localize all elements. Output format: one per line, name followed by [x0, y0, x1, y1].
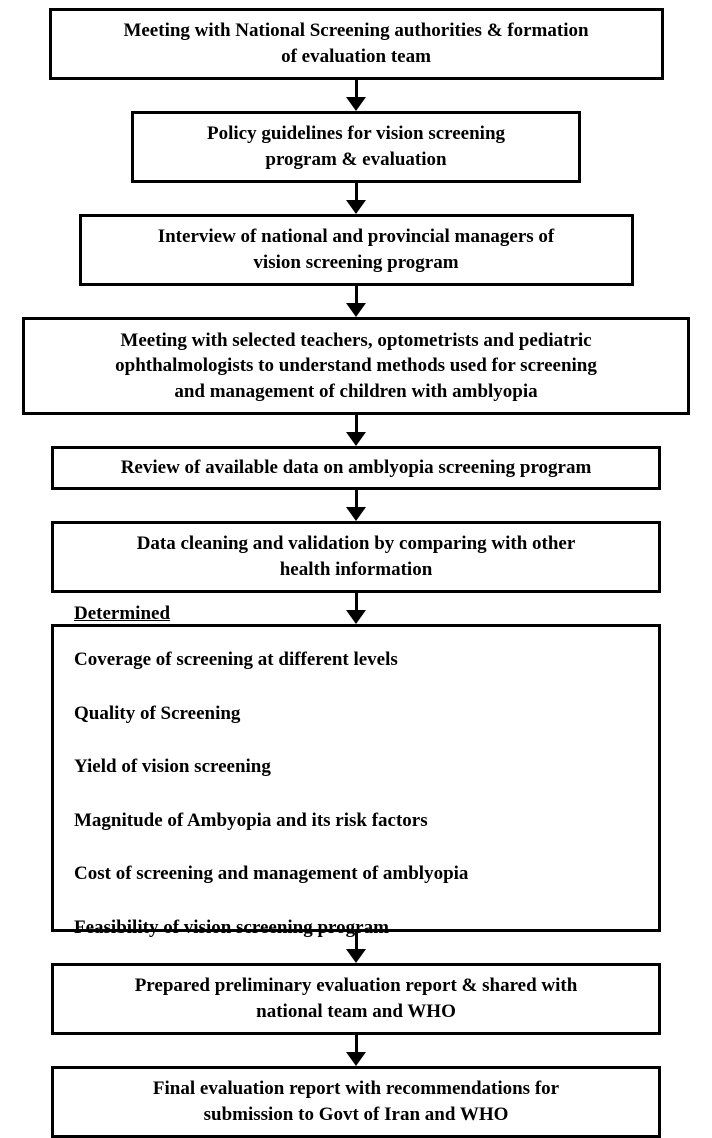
determined-item: Coverage of screening at different level… — [74, 647, 398, 673]
determined-item: Yield of vision screening — [74, 754, 271, 780]
node-text-line: Meeting with National Screening authorit… — [64, 18, 649, 44]
flow-node-n3: Interview of national and provincial man… — [79, 214, 634, 286]
flow-arrow — [346, 932, 366, 963]
determined-title: Determined — [74, 601, 170, 627]
node-text-line: vision screening program — [94, 250, 619, 276]
flow-arrow — [346, 415, 366, 446]
flow-arrow — [346, 183, 366, 214]
node-text-line: health information — [66, 557, 646, 583]
flow-node-n1: Meeting with National Screening authorit… — [49, 8, 664, 80]
flow-node-n7: DeterminedCoverage of screening at diffe… — [51, 624, 661, 932]
determined-item: Cost of screening and management of ambl… — [74, 861, 468, 887]
node-text-line: program & evaluation — [146, 147, 566, 173]
flow-arrow — [346, 286, 366, 317]
flow-node-n4: Meeting with selected teachers, optometr… — [22, 317, 690, 415]
flow-node-n9: Final evaluation report with recommendat… — [51, 1066, 661, 1138]
node-text-line: submission to Govt of Iran and WHO — [66, 1102, 646, 1128]
node-text-line: ophthalmologists to understand methods u… — [39, 353, 673, 379]
determined-item: Feasibility of vision screening program — [74, 915, 389, 941]
node-text-line: national team and WHO — [66, 999, 646, 1025]
node-text-line: Prepared preliminary evaluation report &… — [66, 973, 646, 999]
node-text-line: Review of available data on amblyopia sc… — [66, 455, 646, 481]
flow-node-n8: Prepared preliminary evaluation report &… — [51, 963, 661, 1035]
determined-item: Quality of Screening — [74, 701, 240, 727]
node-text-line: Final evaluation report with recommendat… — [66, 1076, 646, 1102]
flow-node-n2: Policy guidelines for vision screeningpr… — [131, 111, 581, 183]
flow-arrow — [346, 593, 366, 624]
node-text-line: and management of children with amblyopi… — [39, 379, 673, 405]
flow-node-n6: Data cleaning and validation by comparin… — [51, 521, 661, 593]
determined-item: Magnitude of Ambyopia and its risk facto… — [74, 808, 428, 834]
node-text-line: of evaluation team — [64, 44, 649, 70]
node-text-line: Data cleaning and validation by comparin… — [66, 531, 646, 557]
flow-node-n5: Review of available data on amblyopia sc… — [51, 446, 661, 490]
flow-arrow — [346, 80, 366, 111]
flow-arrow — [346, 490, 366, 521]
flow-arrow — [346, 1035, 366, 1066]
node-text-line: Interview of national and provincial man… — [94, 224, 619, 250]
node-text-line: Policy guidelines for vision screening — [146, 121, 566, 147]
node-text-line: Meeting with selected teachers, optometr… — [39, 328, 673, 354]
